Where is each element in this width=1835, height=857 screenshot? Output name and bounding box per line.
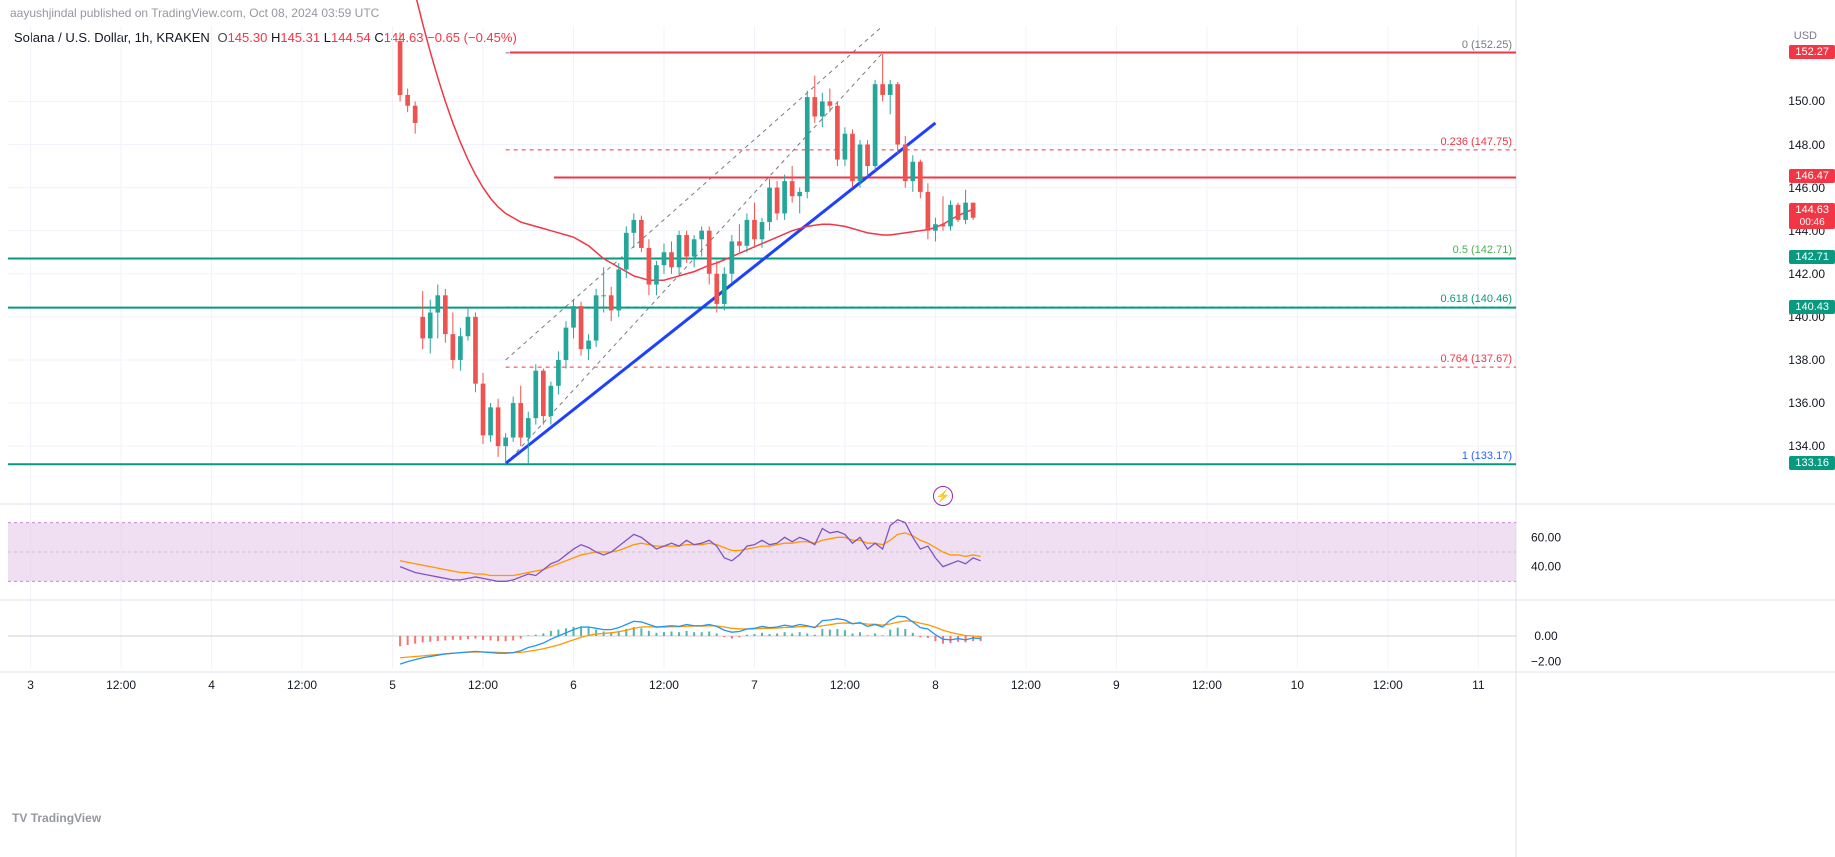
time-tick: 3 (27, 678, 34, 692)
price-tag: 152.27 (1789, 45, 1835, 59)
time-tick: 10 (1291, 678, 1304, 692)
time-tick: 12:00 (106, 678, 136, 692)
time-tick: 12:00 (1192, 678, 1222, 692)
price-tag: 133.16 (1789, 456, 1835, 470)
watermark-logo: TV (12, 811, 27, 825)
fib-label: 0.236 (147.75) (1426, 136, 1512, 148)
svg-text:0.00: 0.00 (1534, 629, 1558, 643)
time-tick: 12:00 (287, 678, 317, 692)
time-tick: 8 (932, 678, 939, 692)
price-tag: 140.43 (1789, 300, 1835, 314)
time-axis: 3 12:00 4 12:00 5 12:00 6 12:00 7 12:00 8 12:00 9 12:… (0, 676, 1835, 698)
time-tick: 12:00 (1011, 678, 1041, 692)
price-tick: 136.00 (1788, 396, 1825, 410)
time-tick: 12:00 (1373, 678, 1403, 692)
time-tick: 7 (751, 678, 758, 692)
time-tick: 12:00 (649, 678, 679, 692)
time-tick: 6 (570, 678, 577, 692)
price-tag: 146.47 (1789, 169, 1835, 183)
time-tick: 9 (1113, 678, 1120, 692)
price-tick: 142.00 (1788, 267, 1825, 281)
time-tick: 5 (389, 678, 396, 692)
price-tick: 150.00 (1788, 94, 1825, 108)
price-tag: 142.71 (1789, 250, 1835, 264)
time-tick: 11 (1472, 678, 1484, 692)
flash-icon[interactable]: ⚡ (933, 486, 953, 506)
svg-text:−2.00: −2.00 (1531, 655, 1562, 669)
watermark-text: TradingView (31, 811, 101, 825)
svg-text:40.00: 40.00 (1531, 560, 1561, 574)
chart-svg: 40.00 60.00 −2.00 0.00 (0, 0, 1835, 857)
fib-label: 0.618 (140.46) (1426, 293, 1512, 305)
time-tick: 4 (208, 678, 215, 692)
time-tick: 12:00 (468, 678, 498, 692)
svg-text:60.00: 60.00 (1531, 530, 1561, 544)
time-tick: 12:00 (830, 678, 860, 692)
price-tick: 138.00 (1788, 353, 1825, 367)
tradingview-watermark: TV TradingView (12, 811, 101, 825)
price-axis: 134.00136.00138.00140.00142.00144.00146.… (1775, 0, 1835, 857)
fib-label: 0.5 (142.71) (1426, 244, 1512, 256)
price-tag: 144.6300:46 (1789, 203, 1835, 229)
fib-label: 1 (133.17) (1426, 450, 1512, 462)
fib-label: 0 (152.25) (1426, 39, 1512, 51)
price-tick: 148.00 (1788, 138, 1825, 152)
fib-label: 0.764 (137.67) (1426, 353, 1512, 365)
price-tick: 134.00 (1788, 439, 1825, 453)
